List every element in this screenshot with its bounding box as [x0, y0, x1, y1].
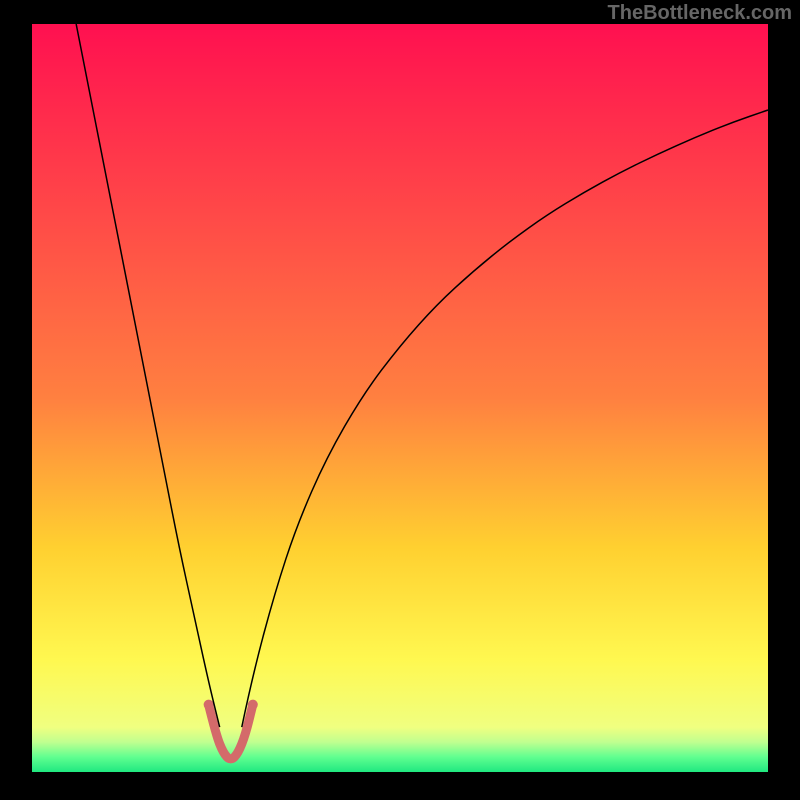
attribution-text: TheBottleneck.com — [608, 2, 792, 25]
min-highlight-path — [209, 705, 253, 759]
plot-area — [32, 24, 768, 772]
right-curve — [242, 110, 768, 727]
bottleneck-chart — [32, 24, 768, 772]
highlight-dot-end — [248, 700, 258, 710]
highlight-dot-start — [204, 700, 214, 710]
left-curve — [76, 24, 220, 727]
